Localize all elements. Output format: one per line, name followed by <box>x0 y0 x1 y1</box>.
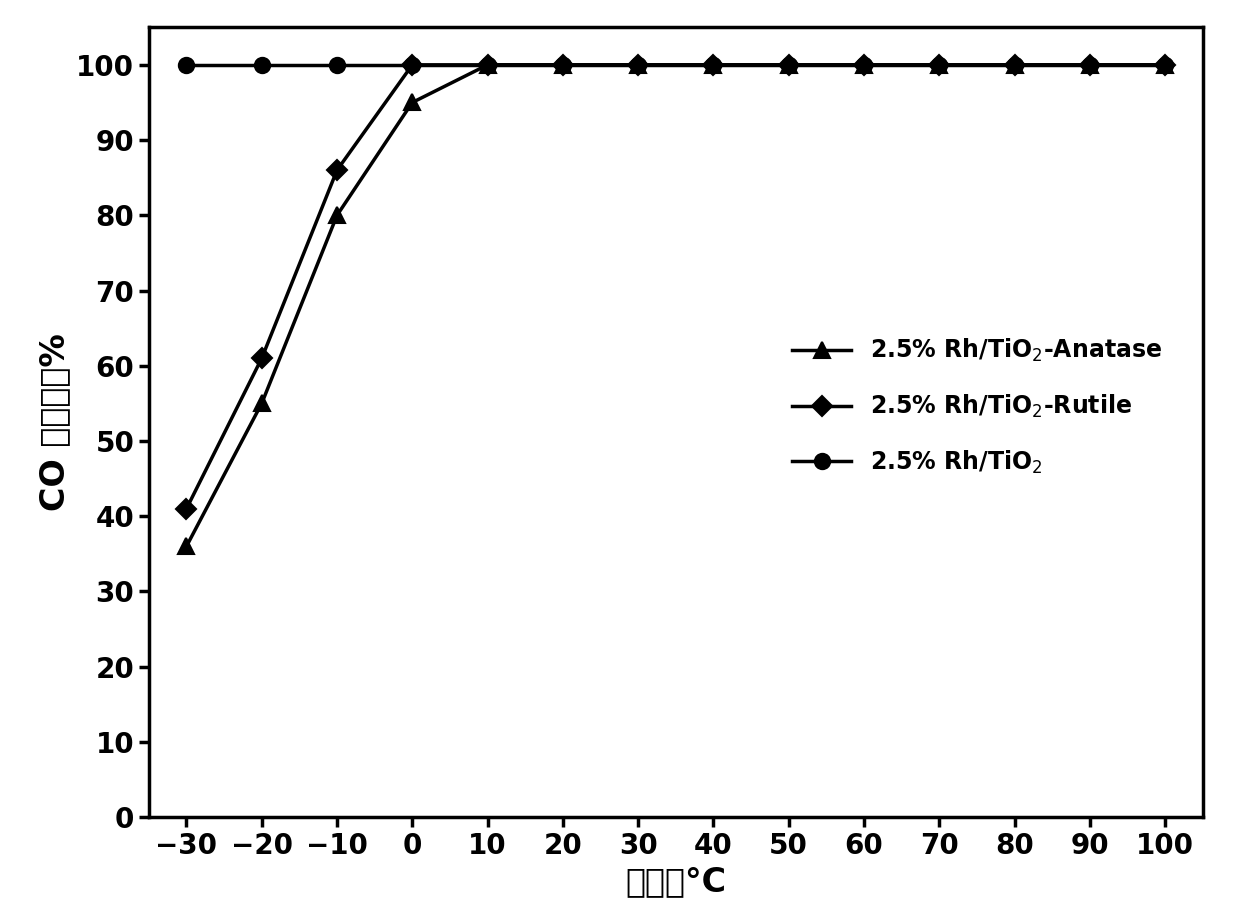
2.5% Rh/TiO$_2$ <box>179 59 193 70</box>
2.5% Rh/TiO$_2$-Anatase <box>706 59 720 70</box>
Line: 2.5% Rh/TiO$_2$: 2.5% Rh/TiO$_2$ <box>179 57 1173 73</box>
Legend: 2.5% Rh/TiO$_2$-Anatase, 2.5% Rh/TiO$_2$-Rutile, 2.5% Rh/TiO$_2$: 2.5% Rh/TiO$_2$-Anatase, 2.5% Rh/TiO$_2$… <box>769 313 1185 499</box>
2.5% Rh/TiO$_2$-Rutile <box>556 59 570 70</box>
2.5% Rh/TiO$_2$-Anatase <box>480 59 495 70</box>
Line: 2.5% Rh/TiO$_2$-Rutile: 2.5% Rh/TiO$_2$-Rutile <box>180 58 1172 516</box>
2.5% Rh/TiO$_2$ <box>556 59 570 70</box>
2.5% Rh/TiO$_2$ <box>857 59 872 70</box>
2.5% Rh/TiO$_2$ <box>1158 59 1173 70</box>
2.5% Rh/TiO$_2$-Anatase <box>1158 59 1173 70</box>
2.5% Rh/TiO$_2$-Anatase <box>1007 59 1022 70</box>
2.5% Rh/TiO$_2$ <box>631 59 646 70</box>
2.5% Rh/TiO$_2$-Anatase <box>179 541 193 552</box>
2.5% Rh/TiO$_2$ <box>480 59 495 70</box>
2.5% Rh/TiO$_2$-Rutile <box>706 59 720 70</box>
2.5% Rh/TiO$_2$ <box>706 59 720 70</box>
2.5% Rh/TiO$_2$ <box>781 59 796 70</box>
2.5% Rh/TiO$_2$ <box>1083 59 1097 70</box>
2.5% Rh/TiO$_2$-Rutile <box>254 353 269 364</box>
2.5% Rh/TiO$_2$-Rutile <box>631 59 646 70</box>
2.5% Rh/TiO$_2$ <box>330 59 345 70</box>
2.5% Rh/TiO$_2$-Anatase <box>1083 59 1097 70</box>
X-axis label: 温度／°C: 温度／°C <box>625 865 727 898</box>
2.5% Rh/TiO$_2$ <box>254 59 269 70</box>
2.5% Rh/TiO$_2$-Rutile <box>781 59 796 70</box>
2.5% Rh/TiO$_2$-Anatase <box>330 210 345 221</box>
2.5% Rh/TiO$_2$-Rutile <box>857 59 872 70</box>
Line: 2.5% Rh/TiO$_2$-Anatase: 2.5% Rh/TiO$_2$-Anatase <box>179 57 1173 554</box>
2.5% Rh/TiO$_2$-Anatase <box>631 59 646 70</box>
2.5% Rh/TiO$_2$-Rutile <box>1083 59 1097 70</box>
2.5% Rh/TiO$_2$-Rutile <box>480 59 495 70</box>
2.5% Rh/TiO$_2$-Anatase <box>857 59 872 70</box>
2.5% Rh/TiO$_2$-Anatase <box>781 59 796 70</box>
2.5% Rh/TiO$_2$-Anatase <box>254 398 269 409</box>
2.5% Rh/TiO$_2$-Anatase <box>404 97 419 108</box>
2.5% Rh/TiO$_2$-Rutile <box>404 59 419 70</box>
Y-axis label: CO 转化率／%: CO 转化率／% <box>37 333 71 511</box>
2.5% Rh/TiO$_2$-Anatase <box>932 59 947 70</box>
2.5% Rh/TiO$_2$ <box>1007 59 1022 70</box>
2.5% Rh/TiO$_2$-Rutile <box>179 503 193 514</box>
2.5% Rh/TiO$_2$ <box>404 59 419 70</box>
2.5% Rh/TiO$_2$-Rutile <box>932 59 947 70</box>
2.5% Rh/TiO$_2$ <box>932 59 947 70</box>
2.5% Rh/TiO$_2$-Anatase <box>556 59 570 70</box>
2.5% Rh/TiO$_2$-Rutile <box>330 164 345 175</box>
2.5% Rh/TiO$_2$-Rutile <box>1158 59 1173 70</box>
2.5% Rh/TiO$_2$-Rutile <box>1007 59 1022 70</box>
